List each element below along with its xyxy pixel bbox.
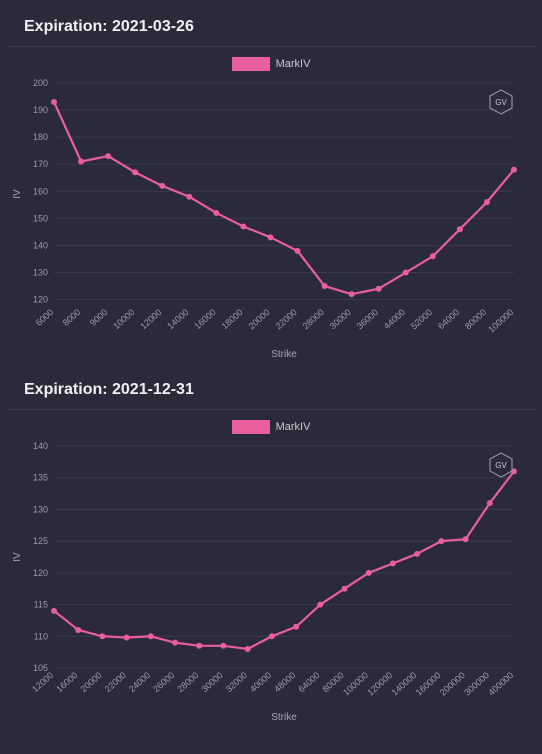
chart-title-2: Expiration: 2021-12-31 xyxy=(6,369,536,410)
gv-badge-text: GV xyxy=(495,98,507,107)
svg-text:140: 140 xyxy=(33,441,48,451)
svg-text:16000: 16000 xyxy=(192,307,217,331)
svg-text:30000: 30000 xyxy=(200,670,225,694)
gv-badge-icon: GV xyxy=(488,452,514,478)
plot-2: 1051101151201251301351401200016000200002… xyxy=(6,438,536,726)
svg-text:140000: 140000 xyxy=(389,670,418,698)
svg-text:28000: 28000 xyxy=(175,670,200,694)
svg-text:200: 200 xyxy=(33,78,48,88)
svg-text:140: 140 xyxy=(33,240,48,250)
chart-panel-1: Expiration: 2021-03-26 MarkIV 120 130 140 1… xyxy=(0,0,542,363)
svg-text:160: 160 xyxy=(33,186,48,196)
svg-text:135: 135 xyxy=(33,473,48,483)
svg-text:130: 130 xyxy=(33,504,48,514)
plot-1: 1201301401501601701801902006000800090001… xyxy=(6,75,536,363)
legend-2: MarkIV xyxy=(6,410,536,438)
svg-text:115: 115 xyxy=(34,600,48,610)
svg-text:22000: 22000 xyxy=(103,670,128,694)
svg-text:180: 180 xyxy=(33,132,48,142)
svg-text:10000: 10000 xyxy=(111,307,136,331)
svg-text:28000: 28000 xyxy=(301,307,326,331)
svg-text:170: 170 xyxy=(33,159,48,169)
svg-text:64000: 64000 xyxy=(436,307,461,331)
svg-text:190: 190 xyxy=(33,105,48,115)
gv-badge-text: GV xyxy=(495,461,507,470)
svg-text:24000: 24000 xyxy=(127,670,152,694)
chart-svg-1: 1201301401501601701801902006000800090001… xyxy=(6,75,536,363)
svg-text:200000: 200000 xyxy=(438,670,467,698)
svg-text:32000: 32000 xyxy=(224,670,249,694)
svg-text:64000: 64000 xyxy=(296,670,321,694)
svg-text:44000: 44000 xyxy=(382,307,407,331)
svg-text:Strike: Strike xyxy=(271,349,297,360)
svg-text:80000: 80000 xyxy=(463,307,488,331)
svg-text:120: 120 xyxy=(33,568,48,578)
svg-text:Strike: Strike xyxy=(271,712,297,723)
svg-text:120: 120 xyxy=(33,295,48,305)
svg-text:8000: 8000 xyxy=(61,307,83,328)
svg-text:20000: 20000 xyxy=(247,307,272,331)
svg-text:100000: 100000 xyxy=(341,670,370,698)
svg-text:12000: 12000 xyxy=(30,670,55,694)
svg-text:48000: 48000 xyxy=(272,670,297,694)
gv-badge-icon: GV xyxy=(488,89,514,115)
svg-text:14000: 14000 xyxy=(165,307,190,331)
svg-text:160000: 160000 xyxy=(414,670,443,698)
legend-swatch-1 xyxy=(232,57,270,71)
svg-text:20000: 20000 xyxy=(78,670,103,694)
svg-text:9000: 9000 xyxy=(88,307,110,328)
svg-text:40000: 40000 xyxy=(248,670,273,694)
svg-text:130: 130 xyxy=(33,268,48,278)
legend-label-1: MarkIV xyxy=(276,58,311,70)
svg-text:125: 125 xyxy=(33,536,48,546)
svg-text:110: 110 xyxy=(34,631,48,641)
svg-text:150: 150 xyxy=(33,213,48,223)
chart-svg-2: 1051101151201251301351401200016000200002… xyxy=(6,438,536,726)
svg-text:400000: 400000 xyxy=(486,670,515,698)
svg-text:IV: IV xyxy=(12,552,23,562)
svg-text:22000: 22000 xyxy=(274,307,299,331)
svg-text:120000: 120000 xyxy=(365,670,394,698)
svg-text:300000: 300000 xyxy=(462,670,491,698)
svg-text:36000: 36000 xyxy=(355,307,380,331)
svg-text:18000: 18000 xyxy=(219,307,244,331)
svg-text:12000: 12000 xyxy=(138,307,163,331)
legend-swatch-2 xyxy=(232,420,270,434)
svg-text:52000: 52000 xyxy=(409,307,434,331)
svg-text:16000: 16000 xyxy=(54,670,79,694)
chart-title-1: Expiration: 2021-03-26 xyxy=(6,6,536,47)
svg-text:IV: IV xyxy=(12,189,23,199)
svg-text:6000: 6000 xyxy=(34,307,56,328)
svg-text:26000: 26000 xyxy=(151,670,176,694)
svg-text:100000: 100000 xyxy=(486,307,515,335)
legend-1: MarkIV xyxy=(6,47,536,75)
legend-label-2: MarkIV xyxy=(276,421,311,433)
chart-panel-2: Expiration: 2021-12-31 MarkIV 1051101151… xyxy=(0,363,542,726)
svg-text:30000: 30000 xyxy=(328,307,353,331)
